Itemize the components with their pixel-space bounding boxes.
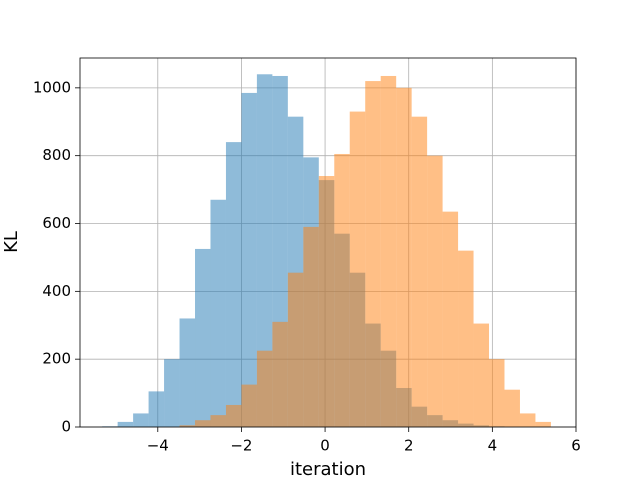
y-tick-label: 0 <box>61 418 71 436</box>
histogram-bar <box>349 111 366 427</box>
histogram-bar <box>303 226 319 427</box>
x-axis-label: iteration <box>290 459 366 480</box>
y-axis-label: KL <box>1 231 22 253</box>
y-tick-label: 1000 <box>33 78 71 96</box>
histogram-bar <box>210 199 226 427</box>
histogram-bar <box>427 155 443 428</box>
histogram-bar <box>365 81 381 427</box>
y-tick-label: 800 <box>42 146 71 164</box>
x-tick-label: 6 <box>571 437 581 455</box>
histogram-bar <box>473 323 490 427</box>
histogram-bar <box>148 391 165 427</box>
histogram-bar <box>442 211 459 427</box>
histogram-bar <box>318 176 335 427</box>
x-tick-label: 4 <box>488 437 498 455</box>
histogram-bar <box>256 74 273 427</box>
y-tick-label: 200 <box>42 350 71 368</box>
histogram-bar <box>458 250 474 427</box>
histogram-bar <box>272 321 288 427</box>
histogram-bar <box>195 420 211 427</box>
x-tick-label: 0 <box>320 437 330 455</box>
histogram-bar <box>210 415 226 427</box>
histogram-bar <box>256 350 273 427</box>
histogram-bar <box>519 413 536 427</box>
histogram-bar <box>334 153 350 427</box>
histogram-bar <box>179 425 196 427</box>
histogram-bar <box>535 421 551 427</box>
histogram-bar <box>179 318 196 427</box>
histogram-bar <box>117 421 134 427</box>
histogram-bar <box>241 384 257 427</box>
x-tick-label: −4 <box>147 437 169 455</box>
histogram-bar <box>133 413 149 427</box>
histogram-bar <box>287 272 304 427</box>
histogram-bar <box>504 389 520 427</box>
histogram-bar <box>195 248 211 427</box>
plot-frame <box>79 57 577 428</box>
y-tick-label: 400 <box>42 282 71 300</box>
histogram-bar <box>164 359 180 427</box>
histogram-bar <box>380 75 397 427</box>
y-tick-label: 600 <box>42 214 71 232</box>
histogram-bar <box>411 116 428 428</box>
x-tick-label: 2 <box>404 437 414 455</box>
histogram-bar <box>396 87 412 428</box>
histogram-bar <box>241 92 257 427</box>
histogram-bar <box>225 142 242 427</box>
x-tick-label: −2 <box>230 437 252 455</box>
histogram-bar <box>489 359 505 427</box>
histogram-bar <box>225 404 242 427</box>
